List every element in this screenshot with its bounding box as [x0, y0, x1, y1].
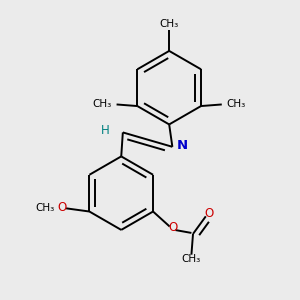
Text: CH₃: CH₃ — [35, 203, 54, 213]
Text: O: O — [204, 207, 214, 220]
Text: CH₃: CH₃ — [160, 20, 179, 29]
Text: O: O — [57, 201, 66, 214]
Text: O: O — [168, 221, 178, 234]
Text: CH₃: CH₃ — [182, 254, 201, 265]
Text: CH₃: CH₃ — [93, 99, 112, 109]
Text: CH₃: CH₃ — [226, 99, 246, 109]
Text: H: H — [101, 124, 110, 137]
Text: N: N — [177, 139, 188, 152]
